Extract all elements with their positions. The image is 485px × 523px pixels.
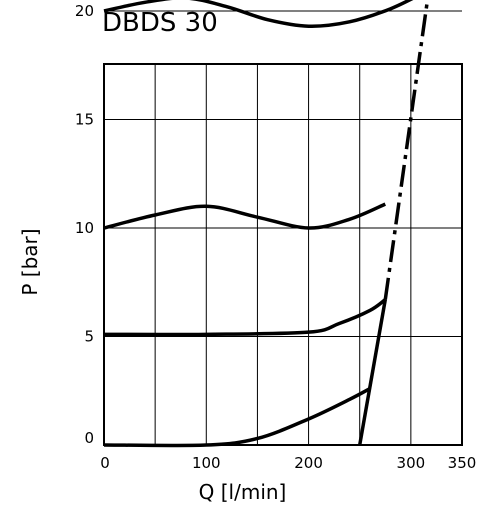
x-tick-label: 100 xyxy=(192,454,221,472)
data-series xyxy=(103,0,430,448)
y-tick-label: 10 xyxy=(75,219,94,237)
x-axis-label: Q [l/min] xyxy=(198,480,287,504)
axis-ticks: 0100200300350051015202530 xyxy=(75,2,477,472)
x-tick-label: 350 xyxy=(448,454,477,472)
chart-title: DBDS 30 xyxy=(102,8,218,38)
series-line-6 xyxy=(357,299,388,446)
y-tick-label: 20 xyxy=(75,2,94,20)
x-tick-label: 0 xyxy=(100,454,110,472)
y-axis-label-wrap: P [bar] xyxy=(10,228,50,295)
x-tick-label: 300 xyxy=(397,454,426,472)
grid-lines xyxy=(104,10,462,445)
series-line-4 xyxy=(103,298,387,337)
y-axis-label: P [bar] xyxy=(18,228,42,296)
series-line-5 xyxy=(103,387,371,448)
y-tick-label: 0 xyxy=(84,429,94,447)
y-tick-label: 15 xyxy=(75,111,94,129)
series-line-7 xyxy=(383,0,430,300)
series-line-3 xyxy=(103,202,386,230)
y-tick-label: 5 xyxy=(84,328,94,346)
plot-frame xyxy=(103,63,463,446)
x-tick-label: 200 xyxy=(294,454,323,472)
series-line-2 xyxy=(103,0,414,28)
